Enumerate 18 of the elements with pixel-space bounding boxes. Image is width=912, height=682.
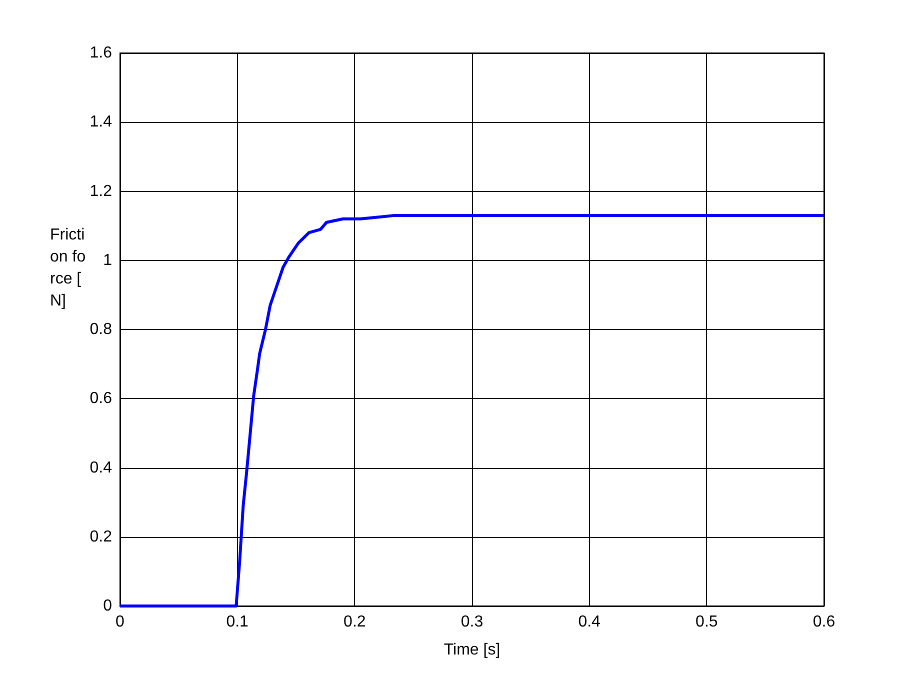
x-tick-label: 0.2 — [344, 614, 366, 630]
x-tick-label: 0.3 — [460, 614, 484, 630]
y-tick-label: 0 — [103, 598, 112, 614]
y-tick-label: 1.6 — [90, 44, 112, 62]
y-tick-label: 1 — [103, 252, 112, 269]
y-tick-label: 1.2 — [90, 182, 112, 200]
x-tick-label: 0.5 — [696, 614, 718, 630]
x-tick-label: 0.6 — [812, 614, 836, 630]
y-tick-label: 1.4 — [90, 114, 112, 131]
x-tick-label: 0.4 — [578, 614, 601, 630]
y-tick-label: 0.2 — [90, 528, 112, 546]
y-axis-title: Friction force [N] — [50, 226, 86, 310]
x-axis-title: Time [s] — [444, 642, 500, 658]
y-tick-label: 0.8 — [90, 321, 112, 338]
y-tick-label: 0.6 — [90, 390, 112, 408]
x-tick-label: 0 — [116, 614, 125, 630]
x-tick-label: 0.1 — [226, 614, 249, 630]
y-tick-label: 0.4 — [90, 459, 112, 476]
